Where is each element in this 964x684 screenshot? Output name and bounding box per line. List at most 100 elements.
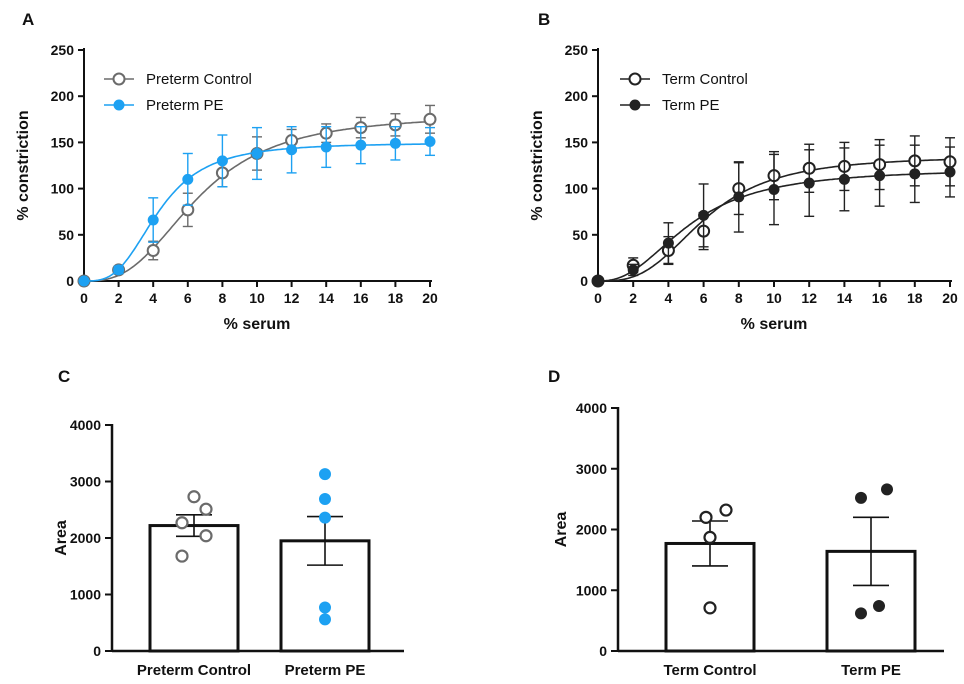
panel-b-letter: B bbox=[538, 10, 550, 29]
y-tick-label: 2000 bbox=[70, 530, 101, 546]
individual-point bbox=[319, 493, 331, 506]
data-point bbox=[181, 203, 195, 217]
individual-point bbox=[199, 529, 213, 543]
x-tick-label: 16 bbox=[872, 290, 888, 306]
individual-point bbox=[175, 516, 189, 530]
x-tick-label: 18 bbox=[907, 290, 923, 306]
x-tick-label: 8 bbox=[219, 290, 227, 306]
y-tick-label: 1000 bbox=[576, 582, 607, 598]
y-tick-label: 150 bbox=[565, 134, 589, 150]
data-point bbox=[874, 170, 886, 182]
y-tick-label: 100 bbox=[51, 181, 75, 197]
x-tick-label: 10 bbox=[766, 290, 782, 306]
category-label: Term PE bbox=[841, 662, 901, 679]
legend-label: Preterm Control bbox=[146, 71, 252, 88]
data-point bbox=[389, 137, 401, 149]
data-point bbox=[320, 141, 332, 153]
individual-point bbox=[855, 491, 867, 504]
legend-label: Term Control bbox=[662, 71, 748, 88]
x-tick-label: 16 bbox=[353, 290, 369, 306]
individual-point bbox=[699, 510, 713, 524]
data-point bbox=[733, 191, 745, 203]
individual-point bbox=[319, 601, 331, 614]
legend-marker bbox=[113, 99, 125, 111]
y-tick-label: 200 bbox=[565, 88, 589, 104]
data-point bbox=[424, 135, 436, 147]
x-tick-label: 4 bbox=[665, 290, 673, 306]
individual-point bbox=[319, 511, 331, 524]
data-point bbox=[423, 112, 437, 126]
individual-point bbox=[855, 607, 867, 620]
x-tick-label: 0 bbox=[80, 290, 88, 306]
x-tick-label: 18 bbox=[388, 290, 404, 306]
bar bbox=[148, 524, 240, 653]
x-tick-label: 4 bbox=[149, 290, 157, 306]
y-tick-label: 0 bbox=[93, 643, 101, 659]
legend-marker bbox=[628, 72, 642, 86]
y-axis-title: % constriction bbox=[529, 110, 546, 220]
x-tick-label: 8 bbox=[735, 290, 743, 306]
y-tick-label: 1000 bbox=[70, 587, 101, 603]
panel-b: B 0 50 100 150 200 250 0 2 4 6 8 10 12 14 16 18 20 % seru… bbox=[529, 10, 958, 333]
y-tick-label: 250 bbox=[565, 42, 589, 58]
y-tick-label: 3000 bbox=[70, 474, 101, 490]
data-point bbox=[182, 173, 194, 185]
individual-point bbox=[175, 549, 189, 563]
x-tick-label: 12 bbox=[801, 290, 817, 306]
data-point bbox=[147, 214, 159, 226]
panel-d-letter: D bbox=[548, 367, 560, 386]
legend-label: Term PE bbox=[662, 97, 720, 114]
y-axis-title: Area bbox=[53, 520, 70, 556]
panel-a-letter: A bbox=[22, 10, 34, 29]
data-point bbox=[78, 275, 90, 287]
y-tick-label: 250 bbox=[51, 42, 75, 58]
individual-point bbox=[199, 502, 213, 516]
data-point bbox=[662, 237, 674, 249]
y-tick-label: 3000 bbox=[576, 461, 607, 477]
panel-d: D 0 1000 2000 3000 4000 Area Term Control Term … bbox=[548, 367, 944, 679]
y-tick-label: 150 bbox=[51, 134, 75, 150]
y-tick-label: 200 bbox=[51, 88, 75, 104]
legend-label: Preterm PE bbox=[146, 97, 224, 114]
data-point bbox=[146, 244, 160, 258]
x-tick-label: 10 bbox=[249, 290, 265, 306]
x-tick-label: 14 bbox=[318, 290, 334, 306]
y-tick-label: 50 bbox=[58, 227, 74, 243]
panel-a: A 0 50 100 150 200 250 0 2 4 6 8 10 12 14 16 18 20 % seru… bbox=[15, 10, 438, 333]
y-tick-label: 4000 bbox=[70, 417, 101, 433]
data-point bbox=[355, 139, 367, 151]
x-axis-title: % serum bbox=[224, 316, 291, 333]
x-tick-label: 2 bbox=[115, 290, 123, 306]
data-point bbox=[768, 184, 780, 196]
y-tick-label: 0 bbox=[66, 273, 74, 289]
legend-marker bbox=[629, 99, 641, 111]
category-label: Term Control bbox=[663, 662, 756, 679]
data-point bbox=[592, 275, 604, 287]
x-tick-label: 12 bbox=[284, 290, 300, 306]
panel-c-letter: C bbox=[58, 367, 70, 386]
data-point bbox=[803, 177, 815, 189]
x-tick-label: 6 bbox=[700, 290, 708, 306]
y-axis-title: % constriction bbox=[15, 110, 32, 220]
legend-marker bbox=[112, 72, 126, 86]
individual-point bbox=[873, 600, 885, 613]
x-tick-label: 20 bbox=[422, 290, 438, 306]
data-point bbox=[909, 168, 921, 180]
data-point bbox=[216, 155, 228, 167]
y-tick-label: 0 bbox=[599, 643, 607, 659]
y-tick-label: 100 bbox=[565, 181, 589, 197]
data-point bbox=[627, 264, 639, 276]
individual-point bbox=[719, 503, 733, 517]
data-point bbox=[286, 144, 298, 156]
y-tick-label: 2000 bbox=[576, 522, 607, 538]
data-point bbox=[251, 147, 263, 159]
data-point bbox=[698, 209, 710, 221]
data-point bbox=[838, 173, 850, 185]
x-tick-label: 6 bbox=[184, 290, 192, 306]
data-point bbox=[944, 166, 956, 178]
data-point bbox=[113, 264, 125, 276]
individual-point bbox=[703, 530, 717, 544]
category-label: Preterm PE bbox=[285, 662, 366, 679]
x-tick-label: 2 bbox=[629, 290, 637, 306]
